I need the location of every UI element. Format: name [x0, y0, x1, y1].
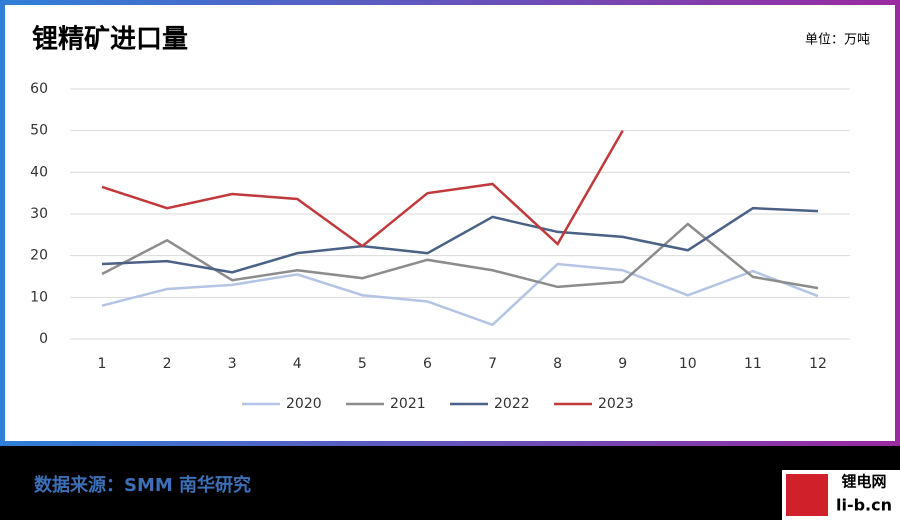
x-tick-label: 3 — [228, 356, 237, 372]
x-tick-label: 12 — [809, 356, 827, 372]
legend-label: 2022 — [494, 396, 530, 412]
x-tick-label: 1 — [98, 356, 107, 372]
legend-label: 2020 — [286, 396, 322, 412]
x-tick-label: 8 — [553, 356, 562, 372]
y-tick-label: 0 — [39, 331, 48, 347]
series-line — [101, 206, 819, 274]
x-tick-label: 9 — [618, 356, 627, 372]
chart-title: 锂精矿进口量 — [32, 24, 188, 55]
x-tick-label: 7 — [488, 356, 497, 372]
legend-label: 2021 — [390, 396, 426, 412]
y-tick-label: 30 — [30, 206, 48, 222]
x-tick-label: 10 — [679, 356, 697, 372]
y-tick-label: 20 — [30, 248, 48, 264]
legend-label: 2023 — [598, 396, 634, 412]
y-tick-label: 10 — [30, 289, 48, 305]
series-line — [101, 262, 819, 327]
y-tick-label: 60 — [30, 81, 48, 97]
source: 数据来源：SMM 南华研究 — [34, 474, 251, 496]
y-tick-label: 40 — [30, 164, 48, 180]
x-tick-label: 4 — [293, 356, 302, 372]
series-line — [101, 130, 624, 248]
x-tick-label: 5 — [358, 356, 367, 372]
x-tick-label: 6 — [423, 356, 432, 372]
x-tick-label: 2 — [163, 356, 172, 372]
series-line — [101, 222, 819, 290]
panel — [5, 5, 895, 441]
y-tick-label: 50 — [30, 123, 48, 139]
logo-url: li-b.cn — [836, 496, 892, 515]
logo-name: 锂电网 — [841, 473, 886, 491]
unit-label: 单位：万吨 — [805, 33, 870, 48]
x-tick-label: 11 — [744, 356, 762, 372]
logo-icon — [786, 474, 828, 516]
